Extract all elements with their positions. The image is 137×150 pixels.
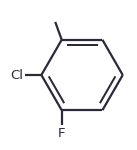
Text: F: F: [58, 126, 65, 140]
Text: Cl: Cl: [11, 69, 24, 81]
